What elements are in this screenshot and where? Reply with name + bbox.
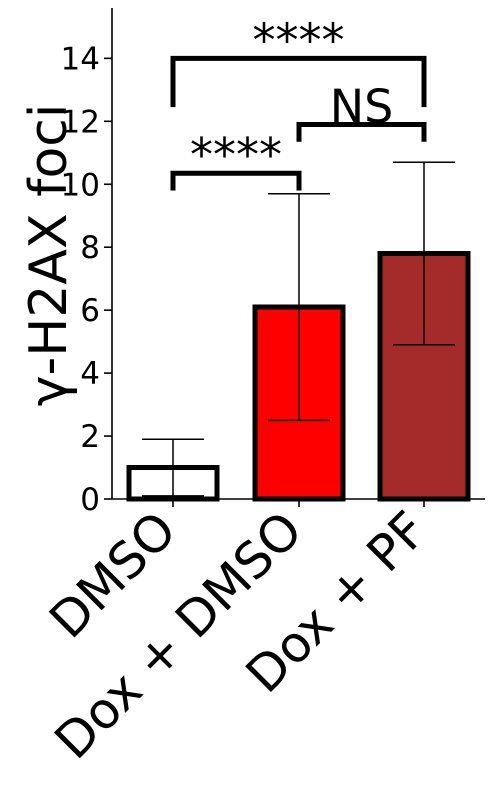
y-tick-label: 6 [80, 293, 100, 329]
y-tick-label: 0 [80, 482, 100, 518]
significance-label: NS [330, 79, 394, 133]
y-axis-label: γ-H2AX foci [19, 104, 79, 407]
y-tick-label: 8 [80, 230, 100, 266]
significance-brackets: **** NS **** [173, 13, 424, 190]
significance-bracket-1: **** [173, 128, 299, 190]
significance-bracket-2: NS [299, 79, 424, 141]
significance-label: **** [190, 128, 282, 182]
y-tick-label: 4 [80, 356, 100, 392]
significance-label: **** [253, 13, 345, 67]
y-tick-label: 14 [61, 41, 100, 77]
y-tick-label: 2 [80, 419, 100, 455]
